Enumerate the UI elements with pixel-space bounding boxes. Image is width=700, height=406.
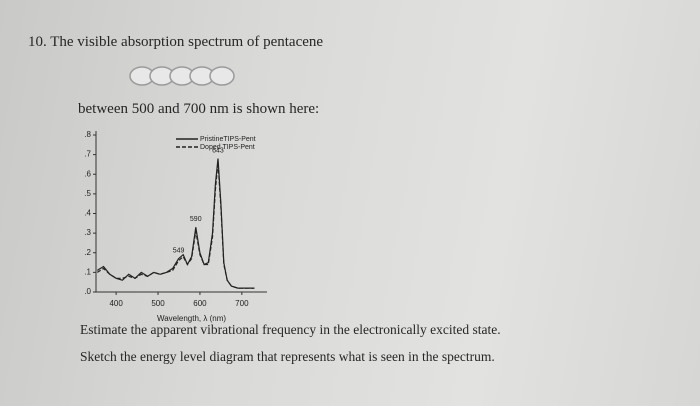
intro: between 500 and 700 nm is shown here: [78, 101, 320, 117]
x-tick-label: 500 [151, 299, 165, 308]
peak-label: 643 [212, 147, 224, 154]
y-tick-label: .6 [84, 169, 91, 178]
question: 10. The visible absorption spectrum of p… [28, 34, 323, 51]
prompt: Estimate the apparent vibrational freque… [80, 322, 501, 337]
legend-label: Doped TIPS-Pent [200, 144, 255, 151]
y-tick-label: .5 [84, 189, 91, 198]
y-tick-label: .8 [84, 130, 91, 139]
prompt: Sketch the energy level diagram that rep… [80, 349, 495, 364]
question-text: The visible absorption spectrum of penta… [50, 34, 324, 50]
spectrum-line [96, 162, 255, 289]
y-tick-label: .4 [84, 209, 91, 218]
y-tick-label: .7 [84, 150, 91, 159]
x-tick-label: 600 [193, 299, 207, 308]
redaction-bubbles [129, 66, 235, 86]
spectrum-line [96, 158, 255, 289]
y-tick-label: .0 [84, 287, 91, 296]
redaction [129, 66, 235, 86]
peak-label: 590 [190, 216, 202, 223]
y-tick-label: .2 [84, 248, 91, 257]
legend-label: PristineTIPS-Pent [200, 136, 256, 143]
question-number: 10. [28, 34, 47, 50]
x-tick-label: 400 [109, 299, 123, 308]
y-tick-label: .3 [84, 228, 91, 237]
x-tick-label: 700 [235, 299, 249, 308]
x-axis-label: Wavelength, λ (nm) [157, 314, 226, 323]
y-tick-label: .1 [84, 267, 91, 276]
peak-label: 549 [173, 247, 185, 254]
